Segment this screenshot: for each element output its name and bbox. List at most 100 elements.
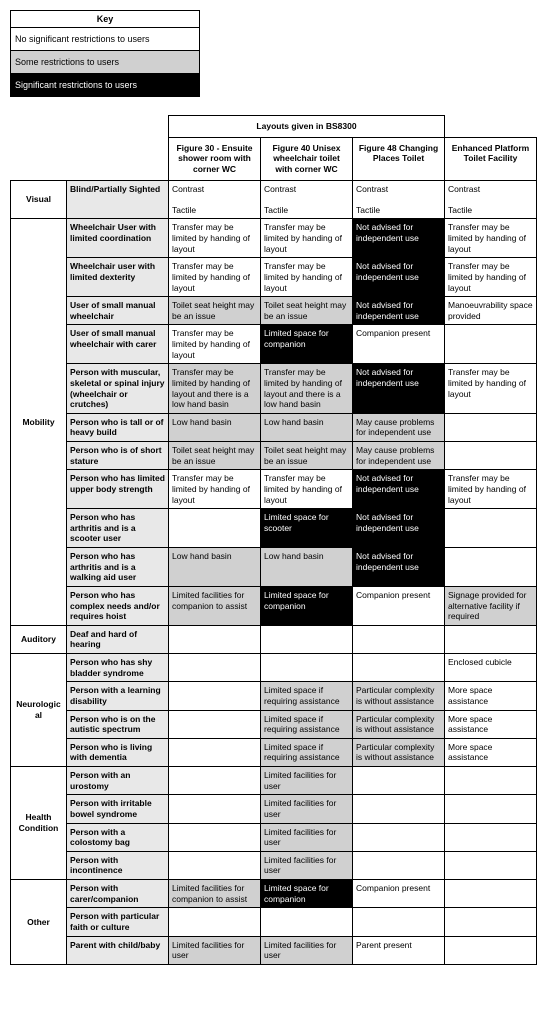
restriction-cell: Companion present — [353, 586, 445, 625]
restriction-cell — [353, 795, 445, 823]
user-type-cell: Person with muscular, skeletal or spinal… — [67, 364, 169, 414]
restriction-cell — [445, 851, 537, 879]
restriction-cell: Low hand basin — [169, 548, 261, 587]
restriction-cell — [445, 413, 537, 441]
restriction-cell: Transfer may be limited by handing of la… — [261, 470, 353, 509]
user-type-cell: Deaf and hard of hearing — [67, 625, 169, 653]
restriction-cell: Not advised for independent use — [353, 509, 445, 548]
restriction-cell: Companion present — [353, 325, 445, 364]
table-row: Person who is tall or of heavy buildLow … — [11, 413, 537, 441]
restriction-cell: Contrast Tactile — [445, 180, 537, 219]
restriction-cell: Limited facilities for companion to assi… — [169, 586, 261, 625]
restriction-cell: Companion present — [353, 880, 445, 908]
user-type-cell: Person who has arthritis and is a scoote… — [67, 509, 169, 548]
restriction-cell — [261, 908, 353, 936]
restriction-cell: Limited space for companion — [261, 586, 353, 625]
restriction-cell: More space assistance — [445, 710, 537, 738]
user-type-cell: Person who is living with dementia — [67, 738, 169, 766]
user-type-cell: Blind/Partially Sighted — [67, 180, 169, 219]
category-cell: Neurological — [11, 654, 67, 767]
key-title: Key — [11, 11, 199, 28]
restriction-cell: More space assistance — [445, 738, 537, 766]
restriction-cell: More space assistance — [445, 682, 537, 710]
table-row: Person who has arthritis and is a walkin… — [11, 548, 537, 587]
restriction-cell: May cause problems for independent use — [353, 413, 445, 441]
user-type-cell: Person with an urostomy — [67, 767, 169, 795]
user-type-cell: Person who has limited upper body streng… — [67, 470, 169, 509]
user-type-cell: Person with a colostomy bag — [67, 823, 169, 851]
restriction-cell: Low hand basin — [261, 413, 353, 441]
user-type-cell: Wheelchair user with limited dexterity — [67, 258, 169, 297]
restriction-cell — [261, 625, 353, 653]
restriction-cell: Transfer may be limited by handing of la… — [445, 470, 537, 509]
table-row: Person who is on the autistic spectrumLi… — [11, 710, 537, 738]
restriction-cell: Limited space for companion — [261, 880, 353, 908]
restriction-cell: Particular complexity is without assista… — [353, 738, 445, 766]
user-type-cell: Person with incontinence — [67, 851, 169, 879]
restriction-cell: Parent present — [353, 936, 445, 964]
restriction-cell — [445, 908, 537, 936]
restriction-cell — [445, 795, 537, 823]
restriction-cell: Particular complexity is without assista… — [353, 682, 445, 710]
user-type-cell: Person who is of short stature — [67, 442, 169, 470]
restriction-cell — [353, 654, 445, 682]
restriction-cell — [169, 823, 261, 851]
restriction-cell: Low hand basin — [169, 413, 261, 441]
restriction-cell: Limited facilities for user — [261, 823, 353, 851]
table-row: Person with incontinenceLimited faciliti… — [11, 851, 537, 879]
restriction-cell: Limited facilities for user — [261, 936, 353, 964]
restriction-cell: Low hand basin — [261, 548, 353, 587]
restriction-cell — [169, 851, 261, 879]
restriction-cell: Transfer may be limited by handing of la… — [169, 364, 261, 414]
table-row: MobilityWheelchair User with limited coo… — [11, 219, 537, 258]
restriction-cell — [169, 738, 261, 766]
restriction-cell: Particular complexity is without assista… — [353, 710, 445, 738]
restriction-cell — [445, 767, 537, 795]
restriction-cell: Limited space for companion — [261, 325, 353, 364]
corner-empty — [11, 116, 169, 181]
restriction-cell: Not advised for independent use — [353, 258, 445, 297]
restriction-cell: Transfer may be limited by handing of la… — [169, 325, 261, 364]
user-type-cell: Wheelchair User with limited coordinatio… — [67, 219, 169, 258]
restriction-cell: Toilet seat height may be an issue — [261, 442, 353, 470]
table-row: Health ConditionPerson with an urostomyL… — [11, 767, 537, 795]
restriction-cell — [261, 654, 353, 682]
restriction-cell: Limited space if requiring assistance — [261, 710, 353, 738]
restriction-cell: Limited facilities for companion to assi… — [169, 880, 261, 908]
table-row: User of small manual wheelchairToilet se… — [11, 297, 537, 325]
restriction-cell — [353, 908, 445, 936]
key-level: Significant restrictions to users — [11, 74, 199, 96]
table-row: User of small manual wheelchair with car… — [11, 325, 537, 364]
layout-header: Figure 30 - Ensuite shower room with cor… — [169, 137, 261, 180]
restriction-cell: Contrast Tactile — [261, 180, 353, 219]
restriction-cell: Limited facilities for user — [261, 767, 353, 795]
restriction-cell — [445, 625, 537, 653]
user-type-cell: Person with irritable bowel syndrome — [67, 795, 169, 823]
restriction-cell: Limited space if requiring assistance — [261, 682, 353, 710]
restriction-cell: Transfer may be limited by handing of la… — [445, 364, 537, 414]
restriction-cell — [445, 325, 537, 364]
table-row: Person with a colostomy bag Limited facil… — [11, 823, 537, 851]
table-row: NeurologicalPerson who has shy bladder s… — [11, 654, 537, 682]
table-row: Person who is living with dementiaLimite… — [11, 738, 537, 766]
restriction-cell: Toilet seat height may be an issue — [169, 442, 261, 470]
table-row: VisualBlind/Partially SightedContrast Ta… — [11, 180, 537, 219]
restriction-cell — [353, 767, 445, 795]
restriction-cell: Transfer may be limited by handing of la… — [169, 258, 261, 297]
restriction-cell — [445, 936, 537, 964]
restriction-cell: Not advised for independent use — [353, 297, 445, 325]
user-type-cell: Person who is tall or of heavy build — [67, 413, 169, 441]
layouts-group-header: Layouts given in BS8300 — [169, 116, 445, 138]
restriction-cell — [353, 851, 445, 879]
restriction-cell — [445, 442, 537, 470]
restriction-cell — [169, 710, 261, 738]
restriction-cell: Transfer may be limited by handing of la… — [261, 219, 353, 258]
corner-empty-right — [445, 116, 537, 138]
restriction-cell: Transfer may be limited by handing of la… — [445, 219, 537, 258]
key-level: Some restrictions to users — [11, 51, 199, 74]
layout-header: Figure 48 Changing Places Toilet — [353, 137, 445, 180]
user-type-cell: Person who has complex needs and/or requ… — [67, 586, 169, 625]
table-row: OtherPerson with carer/companionLimited … — [11, 880, 537, 908]
restriction-cell: Transfer may be limited by handing of la… — [261, 364, 353, 414]
restriction-cell — [445, 823, 537, 851]
